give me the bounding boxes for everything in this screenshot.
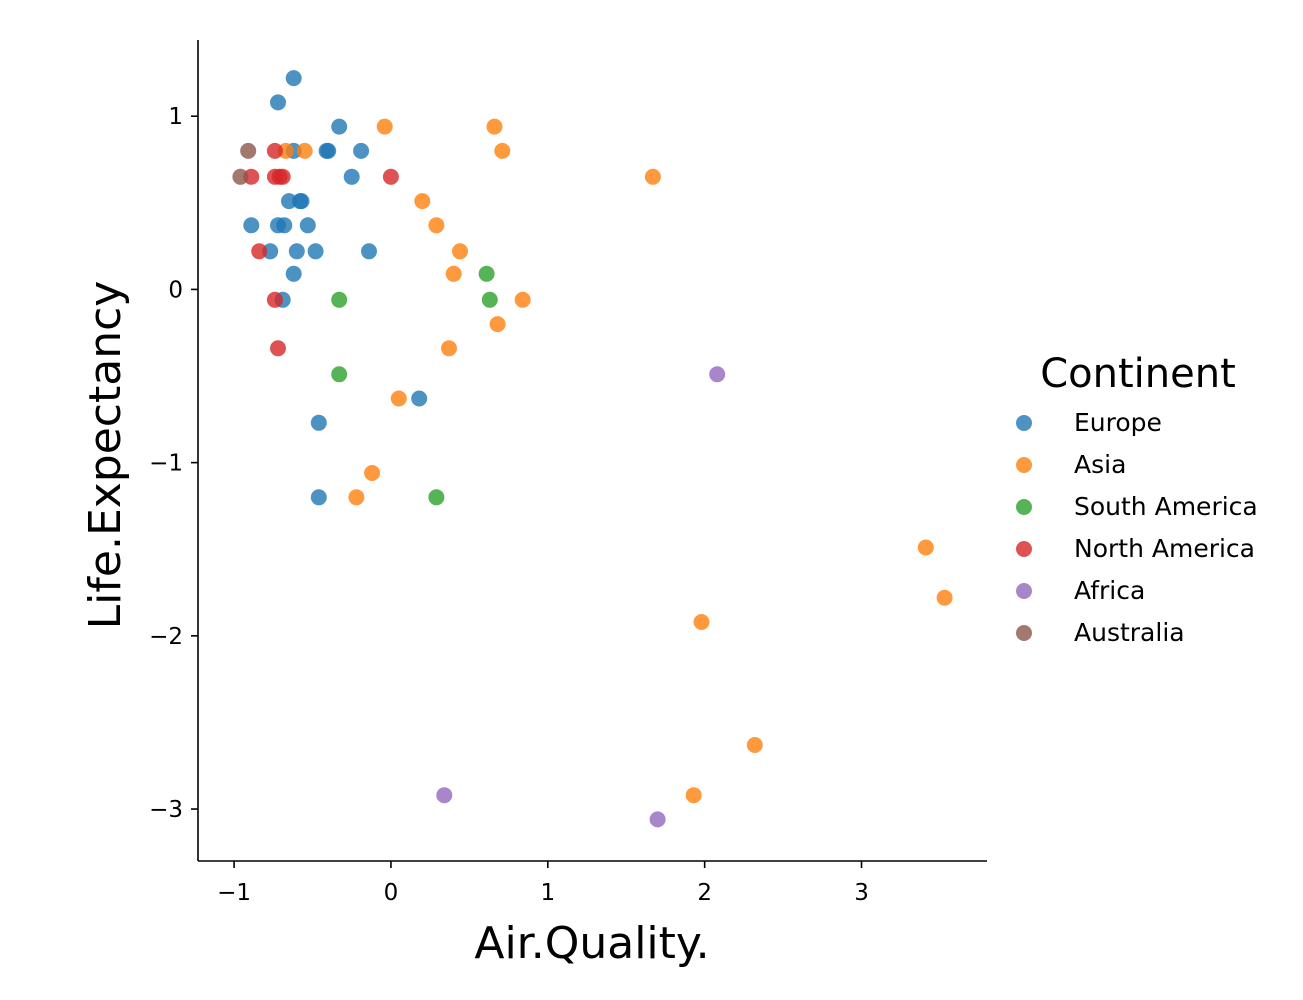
y-tick-label: −3 bbox=[149, 797, 183, 823]
point-north-america bbox=[251, 243, 268, 260]
legend-label-south-america: South America bbox=[1074, 492, 1258, 521]
axes: −1 0 1 2 3 −3 −2 −1 0 1 bbox=[149, 40, 987, 906]
legend-marker-north-america bbox=[1016, 541, 1032, 557]
point-asia bbox=[428, 217, 445, 234]
point-asia bbox=[441, 340, 457, 357]
point-europe bbox=[243, 217, 260, 234]
point-asia bbox=[917, 539, 934, 556]
point-asia bbox=[489, 316, 506, 333]
point-south-america bbox=[478, 265, 495, 282]
series-europe bbox=[243, 70, 428, 506]
point-europe bbox=[262, 243, 279, 260]
point-europe bbox=[288, 243, 305, 260]
point-south-america bbox=[331, 291, 348, 308]
point-europe bbox=[411, 390, 428, 407]
point-asia bbox=[364, 465, 381, 481]
legend-marker-south-america bbox=[1016, 499, 1032, 515]
point-europe bbox=[361, 243, 377, 260]
point-north-america bbox=[270, 340, 286, 357]
point-europe bbox=[299, 217, 316, 234]
legend-title: Continent bbox=[1040, 351, 1236, 397]
legend-marker-africa bbox=[1016, 583, 1032, 599]
y-tick-label: 1 bbox=[168, 104, 183, 130]
x-tick-label: 3 bbox=[854, 880, 869, 906]
point-asia bbox=[936, 589, 953, 606]
point-asia bbox=[693, 614, 710, 630]
point-europe bbox=[285, 265, 302, 282]
point-africa bbox=[649, 811, 666, 828]
point-africa bbox=[436, 787, 453, 804]
point-asia bbox=[685, 787, 702, 804]
point-asia bbox=[514, 291, 531, 308]
point-europe bbox=[331, 118, 348, 135]
point-europe bbox=[276, 217, 293, 234]
legend-marker-europe bbox=[1016, 415, 1032, 431]
x-tick-label: −1 bbox=[217, 880, 251, 906]
point-asia bbox=[494, 142, 511, 159]
point-europe bbox=[310, 414, 327, 431]
x-tick-label: 0 bbox=[384, 880, 399, 906]
point-north-america bbox=[274, 168, 291, 185]
point-europe bbox=[307, 243, 324, 260]
y-axis-title: Life.Expectancy bbox=[80, 281, 131, 630]
point-europe bbox=[281, 193, 297, 210]
legend: Continent Europe Asia South America North A… bbox=[1016, 351, 1258, 647]
point-asia bbox=[445, 265, 462, 282]
legend-label-australia: Australia bbox=[1074, 618, 1185, 647]
series-north-america bbox=[243, 142, 399, 357]
point-australia bbox=[240, 142, 257, 159]
point-europe bbox=[270, 94, 286, 111]
point-asia bbox=[644, 168, 661, 185]
point-south-america bbox=[481, 291, 498, 308]
point-europe bbox=[318, 142, 335, 159]
point-europe bbox=[293, 193, 310, 210]
legend-label-north-america: North America bbox=[1074, 534, 1255, 563]
point-africa bbox=[709, 366, 726, 383]
point-north-america bbox=[266, 142, 283, 159]
point-asia bbox=[486, 118, 503, 135]
legend-marker-australia bbox=[1016, 625, 1032, 641]
point-europe bbox=[310, 489, 327, 506]
point-europe bbox=[343, 168, 360, 185]
y-tick-label: −1 bbox=[149, 451, 183, 477]
point-europe bbox=[285, 70, 302, 87]
point-asia bbox=[376, 118, 393, 135]
point-asia bbox=[414, 193, 431, 210]
point-south-america bbox=[428, 489, 445, 506]
y-tick-label: −2 bbox=[149, 624, 183, 650]
point-australia bbox=[232, 168, 249, 185]
x-axis-title: Air.Quality. bbox=[474, 918, 709, 969]
plot-marks bbox=[232, 70, 953, 828]
point-asia bbox=[296, 142, 313, 159]
y-tick-label: 0 bbox=[168, 277, 183, 303]
x-tick-label: 1 bbox=[540, 880, 555, 906]
point-europe bbox=[353, 142, 370, 159]
point-asia bbox=[746, 737, 763, 753]
x-tick-label: 2 bbox=[697, 880, 712, 906]
series-south-america bbox=[331, 265, 498, 506]
point-north-america bbox=[382, 168, 399, 185]
legend-label-europe: Europe bbox=[1074, 408, 1162, 437]
point-north-america bbox=[266, 291, 283, 308]
series-australia bbox=[232, 142, 257, 185]
legend-label-asia: Asia bbox=[1074, 450, 1126, 479]
point-asia bbox=[348, 489, 365, 506]
point-south-america bbox=[331, 366, 348, 383]
point-asia bbox=[390, 390, 407, 407]
point-asia bbox=[452, 243, 468, 260]
legend-marker-asia bbox=[1016, 457, 1032, 473]
series-asia bbox=[277, 118, 953, 804]
legend-label-africa: Africa bbox=[1074, 576, 1145, 605]
series-africa bbox=[436, 366, 726, 828]
